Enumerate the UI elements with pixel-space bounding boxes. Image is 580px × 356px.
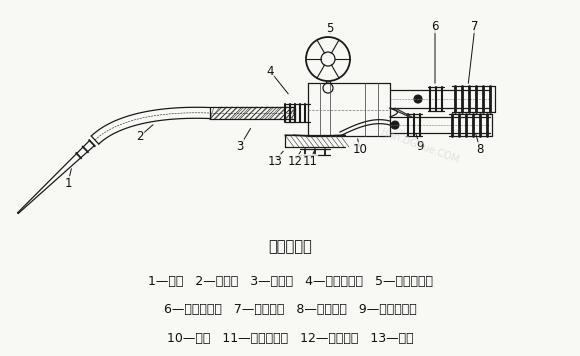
Text: 3: 3	[236, 140, 244, 152]
Text: 13: 13	[267, 155, 282, 168]
Text: 6: 6	[432, 20, 438, 32]
Text: 6—乙炔进气管   7—乙炔接头   8—氧气接头   9—氧气进气管: 6—乙炔进气管 7—乙炔接头 8—氧气接头 9—氧气进气管	[164, 303, 416, 316]
Text: 1—焊嘴   2—混合管   3—射吸管   4—射吸管螺母   5—乙炔调节阀: 1—焊嘴 2—混合管 3—射吸管 4—射吸管螺母 5—乙炔调节阀	[147, 275, 433, 288]
Text: 1: 1	[64, 177, 72, 189]
Text: Han.DGXue.COM: Han.DGXue.COM	[379, 127, 461, 165]
Text: 9: 9	[416, 140, 424, 152]
Text: 8: 8	[476, 142, 484, 156]
Circle shape	[414, 95, 422, 103]
Text: 5: 5	[327, 22, 333, 35]
Text: 10—手柄   11—氧气调节阀   12—氧气阀针   13—喷嘴: 10—手柄 11—氧气调节阀 12—氧气阀针 13—喷嘴	[166, 332, 414, 345]
Text: 焊炬的构造: 焊炬的构造	[268, 239, 312, 254]
Text: 10: 10	[353, 142, 368, 156]
Text: 2: 2	[136, 130, 144, 142]
Text: 11: 11	[303, 155, 317, 168]
Text: 7: 7	[471, 20, 478, 32]
Text: 12: 12	[288, 155, 303, 168]
Text: 4: 4	[266, 64, 274, 78]
Circle shape	[391, 121, 399, 129]
